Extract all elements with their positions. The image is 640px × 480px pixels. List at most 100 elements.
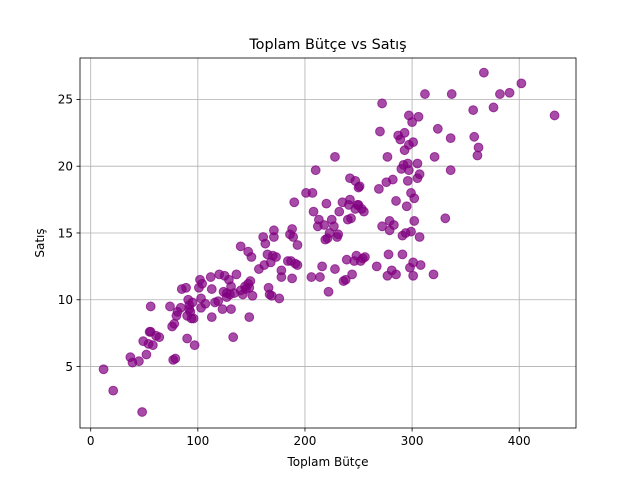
data-point	[269, 225, 279, 236]
data-point	[446, 89, 457, 99]
data-point	[213, 296, 224, 307]
y-tick-label: 25	[58, 93, 73, 107]
data-point	[432, 123, 443, 134]
x-axis-label: Toplam Bütçe	[287, 455, 369, 469]
data-point	[169, 318, 180, 329]
data-point	[445, 133, 456, 144]
x-tick-label: 0	[87, 434, 95, 448]
data-point	[321, 198, 332, 209]
data-point	[414, 169, 425, 180]
data-point	[495, 89, 505, 99]
data-point	[137, 407, 148, 417]
data-point	[288, 232, 299, 242]
data-point	[408, 270, 419, 281]
data-point	[391, 196, 401, 206]
data-point	[402, 175, 413, 186]
data-point	[189, 340, 200, 351]
data-point	[330, 264, 340, 274]
data-point	[323, 286, 334, 297]
data-point	[205, 272, 216, 282]
data-point	[181, 282, 191, 293]
data-point	[231, 269, 242, 280]
data-point	[134, 356, 144, 367]
data-point	[415, 260, 426, 270]
data-point	[440, 213, 451, 224]
grid	[80, 58, 576, 428]
data-point	[412, 158, 423, 169]
data-point	[200, 298, 211, 309]
data-point	[334, 206, 345, 217]
axis-ticks: 0 100 200 300 400 5 10 15 20 25	[58, 93, 531, 448]
data-point	[399, 127, 410, 138]
data-point	[245, 276, 256, 286]
data-point	[306, 272, 317, 282]
data-point	[287, 224, 298, 234]
data-point	[217, 304, 228, 315]
data-point	[408, 137, 419, 148]
data-point	[260, 238, 271, 249]
data-point	[420, 89, 430, 99]
data-point	[187, 297, 198, 308]
data-point	[206, 284, 217, 294]
data-point	[414, 232, 425, 242]
data-point	[504, 87, 515, 98]
data-point	[373, 184, 384, 194]
data-point	[478, 67, 489, 78]
data-point	[292, 240, 303, 250]
x-tick-label: 300	[401, 434, 424, 448]
data-point	[377, 98, 388, 109]
data-point	[333, 229, 344, 240]
y-axis-label: Satış	[33, 228, 47, 257]
data-point	[165, 301, 175, 312]
data-point	[206, 312, 217, 323]
data-point	[371, 261, 382, 272]
data-point	[445, 165, 456, 176]
chart-title: Toplam Bütçe vs Satış	[248, 37, 406, 53]
data-point	[289, 197, 300, 208]
data-point	[292, 260, 303, 270]
x-tick-label: 400	[508, 434, 531, 448]
data-point	[375, 126, 385, 137]
data-point	[310, 165, 321, 176]
y-tick-label: 5	[65, 360, 73, 374]
data-point	[377, 221, 388, 232]
data-point	[147, 340, 158, 351]
data-point	[409, 193, 420, 204]
data-point	[382, 151, 393, 162]
data-point	[247, 290, 258, 301]
data-point	[469, 131, 480, 142]
data-point	[358, 206, 369, 217]
data-point	[516, 78, 527, 89]
data-point	[141, 349, 152, 360]
data-point	[188, 313, 199, 324]
data-point	[360, 252, 370, 262]
data-point	[346, 213, 356, 224]
data-point	[274, 293, 285, 304]
data-point	[387, 174, 398, 185]
data-point	[472, 150, 483, 161]
data-point	[383, 249, 394, 260]
data-point	[244, 312, 255, 323]
data-point	[407, 117, 418, 128]
data-point	[307, 188, 318, 198]
y-tick-label: 20	[58, 159, 73, 173]
plot-frame	[79, 57, 577, 429]
data-point	[175, 302, 186, 313]
data-point	[315, 272, 325, 282]
data-point	[197, 278, 208, 289]
data-point	[397, 249, 408, 260]
data-point	[328, 221, 339, 232]
data-point	[319, 220, 330, 230]
scatter-points	[98, 67, 560, 417]
data-point	[468, 105, 479, 115]
data-point	[271, 252, 281, 262]
data-point	[429, 151, 440, 162]
data-point	[340, 274, 351, 285]
data-point	[276, 265, 287, 276]
data-point	[473, 142, 484, 153]
data-point	[428, 269, 439, 280]
data-point	[108, 385, 119, 396]
data-point	[235, 241, 246, 252]
data-point	[345, 194, 355, 205]
